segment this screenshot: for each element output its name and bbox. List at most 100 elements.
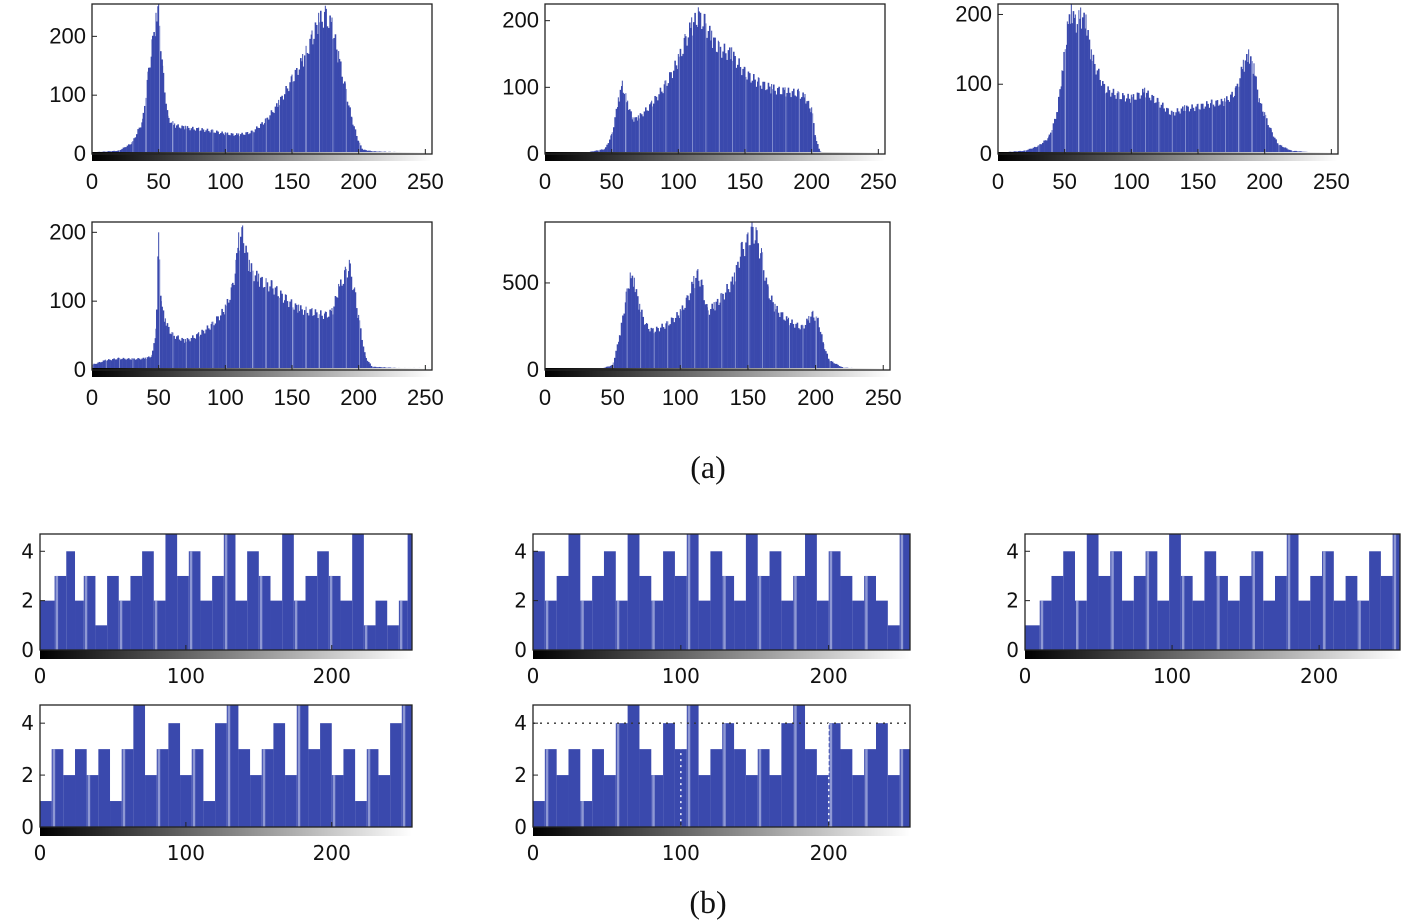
data-bar bbox=[235, 259, 237, 370]
histogram-bar bbox=[611, 364, 613, 370]
histogram-bar bbox=[1166, 107, 1168, 154]
histogram-bar bbox=[160, 295, 162, 370]
data-bar bbox=[1392, 534, 1400, 650]
histogram-bar bbox=[344, 270, 346, 370]
histogram-bar bbox=[293, 81, 295, 154]
histogram-bar bbox=[654, 95, 656, 154]
data-bar bbox=[238, 749, 251, 827]
histogram-bar bbox=[180, 128, 182, 154]
histogram-bar bbox=[1082, 17, 1084, 155]
histogram-bar bbox=[196, 128, 198, 154]
histogram-bar bbox=[346, 277, 349, 370]
data-bar bbox=[156, 749, 169, 827]
histogram-bar bbox=[727, 289, 730, 370]
data-bar bbox=[745, 775, 758, 827]
y-tick-label: 4 bbox=[514, 711, 527, 735]
histogram-bar bbox=[344, 81, 346, 154]
data-bar bbox=[615, 723, 628, 827]
histogram-bar bbox=[698, 11, 700, 154]
data-bar bbox=[697, 7, 699, 154]
histogram-bar bbox=[1183, 110, 1185, 154]
data-bar bbox=[1090, 49, 1092, 154]
histogram-bar bbox=[785, 316, 788, 370]
histogram-bar bbox=[657, 100, 659, 154]
data-bar bbox=[107, 575, 119, 650]
histogram-bar bbox=[738, 267, 741, 370]
histogram-bar bbox=[749, 73, 751, 154]
histogram-bar bbox=[1210, 103, 1212, 154]
histogram-bar bbox=[727, 50, 730, 154]
histogram-bar bbox=[796, 322, 799, 370]
histogram-bar bbox=[822, 342, 824, 370]
data-bar bbox=[184, 339, 186, 370]
data-bar bbox=[261, 749, 274, 827]
histogram-bar bbox=[661, 323, 663, 370]
data-bar bbox=[801, 324, 803, 370]
histogram-bar bbox=[328, 27, 330, 155]
histogram-bar bbox=[1278, 145, 1280, 154]
histogram-bar bbox=[670, 72, 672, 154]
data-bar bbox=[251, 130, 253, 154]
x-tick-label: 150 bbox=[1180, 169, 1217, 194]
histogram-bar bbox=[1066, 44, 1068, 155]
histogram-bar bbox=[146, 79, 149, 154]
histogram-bar bbox=[182, 126, 185, 154]
histogram-bar bbox=[1122, 93, 1124, 154]
histogram-bar bbox=[337, 62, 339, 154]
data-bar bbox=[698, 600, 711, 650]
y-tick-label: 0 bbox=[21, 638, 34, 662]
histogram-bar bbox=[308, 315, 310, 370]
histogram-bar bbox=[1214, 106, 1216, 154]
histogram-bar bbox=[1064, 49, 1067, 154]
histogram-bar bbox=[737, 261, 739, 370]
data-bar bbox=[296, 705, 309, 827]
y-tick-label: 200 bbox=[49, 23, 86, 48]
y-tick-label: 2 bbox=[514, 763, 527, 787]
histogram-bar bbox=[1154, 103, 1156, 154]
histogram-bar bbox=[1282, 146, 1284, 154]
histogram-bar bbox=[258, 286, 261, 370]
bar-highlight bbox=[652, 775, 655, 827]
histogram-bar bbox=[128, 144, 130, 154]
data-bar bbox=[1080, 7, 1082, 154]
histogram-bar bbox=[122, 147, 125, 154]
histogram-bar bbox=[1116, 93, 1119, 154]
histogram-bar bbox=[185, 341, 187, 370]
x-tick-label: 200 bbox=[1300, 664, 1338, 688]
histogram-bar bbox=[273, 294, 275, 370]
histogram-bar bbox=[125, 359, 127, 370]
data-bar bbox=[625, 291, 627, 370]
histogram-bar bbox=[692, 283, 695, 370]
histogram-bar bbox=[706, 304, 708, 370]
data-bar bbox=[677, 54, 679, 154]
histogram-bar bbox=[158, 259, 161, 370]
bar-highlight bbox=[545, 749, 549, 827]
histogram-bar bbox=[301, 61, 303, 155]
data-bar bbox=[1098, 575, 1111, 650]
histogram-bar bbox=[665, 80, 667, 154]
bar-highlight bbox=[157, 749, 161, 827]
histogram-bar bbox=[137, 129, 139, 154]
histogram-bar bbox=[745, 76, 747, 154]
histogram-bar bbox=[1043, 140, 1045, 154]
histogram-bar bbox=[833, 363, 835, 370]
data-bar bbox=[828, 359, 830, 370]
histogram-bar bbox=[1036, 146, 1039, 154]
data-bar bbox=[1239, 575, 1252, 650]
histogram-bar bbox=[268, 119, 270, 154]
histogram-bar bbox=[217, 131, 219, 154]
histogram-bar bbox=[638, 309, 640, 370]
histogram-bar bbox=[746, 234, 749, 370]
histogram-bar bbox=[750, 82, 752, 154]
bar-highlight bbox=[259, 575, 263, 650]
histogram-bar bbox=[704, 304, 707, 370]
histogram-bar bbox=[1124, 101, 1127, 154]
histogram-bar bbox=[755, 86, 758, 154]
histogram-bar bbox=[144, 105, 146, 154]
histogram-bar bbox=[230, 287, 233, 370]
chart-b1: 0 100 200 0 2 4 bbox=[21, 533, 413, 688]
histogram-bar bbox=[1280, 145, 1283, 154]
histogram-bar bbox=[321, 315, 323, 370]
histogram-bar bbox=[718, 41, 720, 154]
histogram-bar bbox=[140, 127, 142, 154]
